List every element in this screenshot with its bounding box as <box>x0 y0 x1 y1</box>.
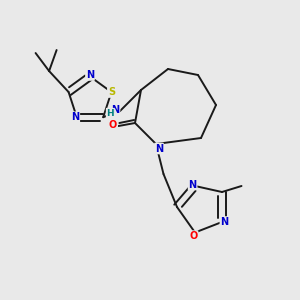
Text: N: N <box>155 143 163 154</box>
Text: S: S <box>108 87 115 97</box>
Text: O: O <box>189 231 198 241</box>
Text: N: N <box>188 179 197 190</box>
Text: O: O <box>109 119 117 130</box>
Text: N: N <box>111 105 120 115</box>
Text: H: H <box>106 109 114 118</box>
Text: N: N <box>71 112 79 122</box>
Text: N: N <box>86 70 94 80</box>
Text: N: N <box>220 217 229 227</box>
